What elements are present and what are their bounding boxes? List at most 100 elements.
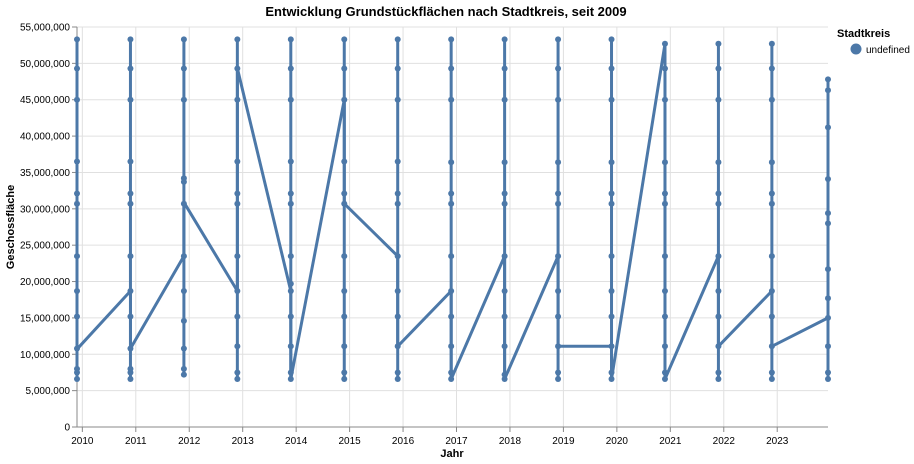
data-point xyxy=(234,200,241,207)
data-point xyxy=(180,36,187,43)
data-point xyxy=(127,313,134,320)
data-point xyxy=(501,96,508,103)
data-point xyxy=(608,96,615,103)
data-point xyxy=(234,96,241,103)
data-point xyxy=(448,190,455,197)
data-point xyxy=(661,159,668,166)
data-point xyxy=(180,288,187,294)
data-point xyxy=(287,253,294,260)
x-axis-title: Jahr xyxy=(440,448,464,460)
data-point xyxy=(74,96,80,103)
data-point xyxy=(341,288,348,294)
y-tick-label: 55,000,000 xyxy=(20,23,70,34)
data-point xyxy=(768,159,775,166)
data-point xyxy=(180,200,187,207)
data-point xyxy=(448,253,455,260)
data-point xyxy=(608,343,615,350)
x-tick-label: 2015 xyxy=(338,436,361,447)
data-point xyxy=(341,253,348,260)
data-point xyxy=(555,96,562,103)
data-point xyxy=(661,96,668,103)
data-point xyxy=(234,65,241,72)
data-point xyxy=(127,158,134,165)
data-point xyxy=(448,343,455,350)
data-point xyxy=(501,371,508,378)
data-point xyxy=(287,376,294,382)
data-point xyxy=(555,36,562,43)
legend: Stadtkreis undefined xyxy=(837,28,910,56)
data-point xyxy=(555,288,562,294)
data-point xyxy=(74,158,80,165)
legend-label: undefined xyxy=(866,45,910,56)
data-point xyxy=(341,313,348,320)
data-point xyxy=(608,369,615,376)
data-point xyxy=(287,190,294,197)
data-point xyxy=(825,87,831,94)
y-axis-title: Geschossfläche xyxy=(5,185,17,269)
data-point xyxy=(768,65,775,72)
data-point xyxy=(501,376,508,382)
data-point xyxy=(127,365,134,372)
data-point xyxy=(74,36,80,43)
x-tick-label: 2012 xyxy=(178,436,201,447)
data-point xyxy=(661,313,668,320)
data-point xyxy=(661,40,668,47)
data-point xyxy=(180,317,187,324)
data-point xyxy=(448,369,455,376)
data-point xyxy=(661,376,668,382)
data-point xyxy=(180,253,187,260)
data-point xyxy=(608,190,615,197)
chart-title: Entwicklung Grundstückflächen nach Stadt… xyxy=(265,4,626,19)
data-point xyxy=(234,313,241,320)
data-point xyxy=(127,65,134,72)
data-point xyxy=(180,345,187,352)
data-point xyxy=(341,96,348,103)
data-point xyxy=(715,343,722,350)
data-point xyxy=(180,365,187,372)
data-point xyxy=(825,376,831,382)
y-tick-label: 10,000,000 xyxy=(20,350,70,361)
data-point xyxy=(127,376,134,382)
data-point xyxy=(501,159,508,166)
data-point xyxy=(287,200,294,207)
data-point xyxy=(715,376,722,382)
data-point xyxy=(127,190,134,197)
series-line xyxy=(75,42,829,381)
x-tick-label: 2023 xyxy=(766,436,789,447)
data-point xyxy=(287,343,294,350)
data-point xyxy=(715,65,722,72)
data-point xyxy=(234,369,241,376)
data-point xyxy=(501,65,508,72)
data-point xyxy=(74,253,80,260)
data-point xyxy=(234,158,241,165)
x-tick-label: 2013 xyxy=(232,436,255,447)
data-point xyxy=(341,200,348,207)
data-point xyxy=(448,96,455,103)
y-tick-label: 25,000,000 xyxy=(20,241,70,252)
data-point xyxy=(608,36,615,43)
data-point xyxy=(661,200,668,207)
data-point xyxy=(74,190,80,197)
grid-lines xyxy=(77,26,828,428)
y-tick-label: 20,000,000 xyxy=(20,277,70,288)
data-point xyxy=(555,190,562,197)
data-point xyxy=(501,343,508,350)
data-point xyxy=(715,253,722,260)
data-point xyxy=(825,124,831,131)
data-point xyxy=(825,210,831,217)
data-point xyxy=(234,36,241,43)
data-point xyxy=(127,36,134,43)
y-tick-label: 50,000,000 xyxy=(20,59,70,70)
data-point xyxy=(661,288,668,294)
legend-swatch xyxy=(850,43,862,55)
data-point xyxy=(234,343,241,350)
data-point xyxy=(555,376,562,382)
data-point xyxy=(234,288,241,294)
y-tick-label: 40,000,000 xyxy=(20,132,70,143)
x-tick-label: 2018 xyxy=(499,436,522,447)
data-point xyxy=(448,376,455,382)
data-point xyxy=(448,65,455,72)
data-point xyxy=(180,175,187,182)
x-tick-label: 2021 xyxy=(659,436,682,447)
data-point xyxy=(825,343,831,350)
